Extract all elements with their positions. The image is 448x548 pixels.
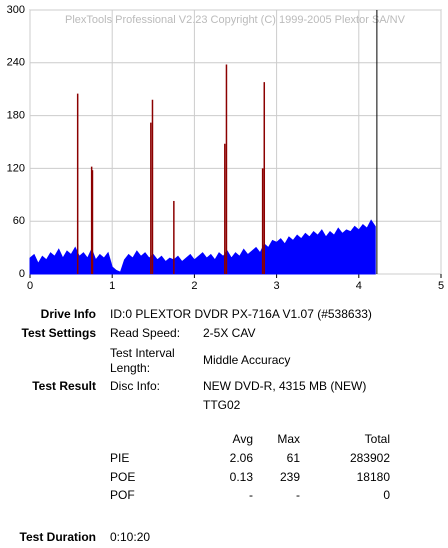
x-tick-label: 3 — [274, 280, 280, 292]
chart: 0 60 120 180 240 300 0 1 2 3 4 5 PlexTools Professio… — [7, 4, 444, 292]
x-tick-label: 4 — [356, 280, 362, 292]
label: Drive Info — [40, 307, 96, 321]
key: Test Interval Length: — [110, 346, 175, 375]
stat-cell: 239 — [279, 469, 300, 484]
x-tick-label: 0 — [27, 280, 33, 292]
value: 0:10:20 — [110, 530, 151, 544]
stat-cell: 283902 — [349, 451, 390, 465]
y-tick-label: 240 — [7, 57, 25, 69]
stat-cell: Max — [277, 432, 300, 446]
stat-cell: PIE — [110, 451, 130, 465]
stat-cell: Total — [364, 432, 390, 446]
stat-cell: 2.06 — [229, 451, 253, 465]
x-tick-label: 1 — [109, 280, 115, 292]
stat-cell: 61 — [286, 451, 300, 465]
value: ID:0 PLEXTOR DVDR PX-716A V1.07 (#538633… — [110, 307, 372, 321]
stat-cell: 0 — [383, 488, 390, 502]
stat-cell: - — [296, 488, 300, 502]
stat-cell: - — [249, 488, 253, 502]
watermark: PlexTools Professional V2.23 Copyright (… — [65, 14, 406, 26]
y-tick-label: 120 — [7, 162, 25, 174]
stat-cell: 0.13 — [229, 469, 253, 484]
pie-area — [29, 219, 376, 275]
value: Middle Accuracy — [203, 353, 291, 367]
value: NEW DVD-R, 4315 MB (NEW) — [203, 379, 367, 393]
x-tick-label: 2 — [191, 280, 197, 292]
y-tick-label: 0 — [19, 268, 25, 280]
value: TTG02 — [203, 398, 241, 412]
stat-cell: POF — [110, 488, 135, 502]
stat-cell: Avg — [232, 432, 253, 446]
value: 2-5X CAV — [203, 326, 256, 340]
label: Test Duration — [19, 530, 96, 544]
y-tick-label: 300 — [7, 4, 25, 16]
stat-cell: POE — [110, 469, 136, 484]
key: Disc Info: — [110, 379, 161, 393]
y-tick-label: 60 — [13, 215, 25, 227]
y-tick-label: 180 — [7, 110, 25, 122]
label: Test Result — [32, 379, 96, 393]
label: Test Settings — [21, 326, 96, 340]
key: Read Speed: — [110, 326, 181, 340]
stat-cell: 18180 — [356, 469, 390, 484]
x-tick-label: 5 — [438, 280, 444, 292]
